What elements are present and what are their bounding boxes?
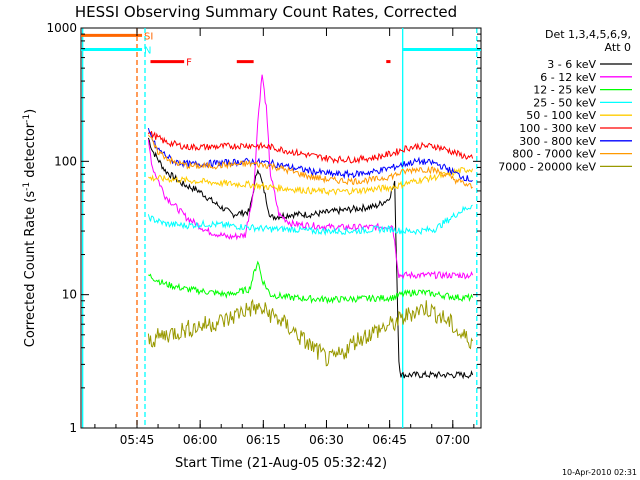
series-line-7 xyxy=(147,134,473,189)
y-tick-label-3: 1000 xyxy=(46,21,77,35)
vertical-markers xyxy=(82,28,478,428)
legend-label-1: 6 - 12 keV xyxy=(540,71,596,84)
series-line-8 xyxy=(147,298,474,367)
series-line-5 xyxy=(147,130,474,165)
y-tick-label-0: 1 xyxy=(69,421,77,435)
legend-label-4: 50 - 100 keV xyxy=(526,109,596,122)
x-axis-label: Start Time (21-Aug-05 05:32:42) xyxy=(175,456,387,471)
flag-label-0: SI xyxy=(144,31,153,42)
flag-bars: SI N F xyxy=(81,31,481,69)
y-axis-ticks: 1 10 100 1000 xyxy=(46,21,481,435)
y-axis-label-sup1: -1 xyxy=(22,182,32,191)
series-line-3 xyxy=(147,204,473,236)
y-axis-label-end: ) xyxy=(23,109,38,114)
x-tick-label-2: 06:15 xyxy=(246,433,281,447)
y-axis-label-mid: detector xyxy=(23,122,38,182)
series-layer xyxy=(147,74,474,380)
x-tick-label-3: 06:30 xyxy=(309,433,344,447)
x-axis-ticks: 05:45 06:00 06:15 06:30 06:45 07:00 xyxy=(94,28,475,447)
y-tick-label-2: 100 xyxy=(54,154,77,168)
flag-label-1: N xyxy=(144,45,151,56)
legend-header-line2: Att 0 xyxy=(605,41,631,54)
legend-label-5: 100 - 300 keV xyxy=(519,122,596,135)
x-tick-label-0: 05:45 xyxy=(120,433,155,447)
x-tick-label-1: 06:00 xyxy=(183,433,218,447)
plot-frame xyxy=(80,27,482,429)
y-axis-label-sup2: -1 xyxy=(22,114,32,123)
legend-label-6: 300 - 800 keV xyxy=(519,135,596,148)
x-tick-label-5: 07:00 xyxy=(435,433,470,447)
series-line-4 xyxy=(148,166,474,196)
legend-label-8: 7000 - 20000 keV xyxy=(498,160,596,173)
flag-label-3: F xyxy=(186,58,192,69)
chart-title: HESSI Observing Summary Count Rates, Cor… xyxy=(75,3,457,21)
legend-label-3: 25 - 50 keV xyxy=(533,96,596,109)
y-tick-label-1: 10 xyxy=(62,288,77,302)
legend-label-7: 800 - 7000 keV xyxy=(512,148,596,161)
footer-timestamp: 10-Apr-2010 02:31 xyxy=(562,468,637,477)
legend-label-0: 3 - 6 keV xyxy=(547,58,596,71)
legend-header-line1: Det 1,3,4,5,6,9, xyxy=(545,28,631,41)
y-axis-label-main: Corrected Count Rate (s xyxy=(23,191,38,348)
series-line-2 xyxy=(148,260,474,305)
legend-label-2: 12 - 25 keV xyxy=(533,84,596,97)
y-axis-label: Corrected Count Rate (s-1 detector-1) xyxy=(22,109,38,347)
series-line-0 xyxy=(147,137,474,380)
x-tick-label-4: 06:45 xyxy=(372,433,407,447)
